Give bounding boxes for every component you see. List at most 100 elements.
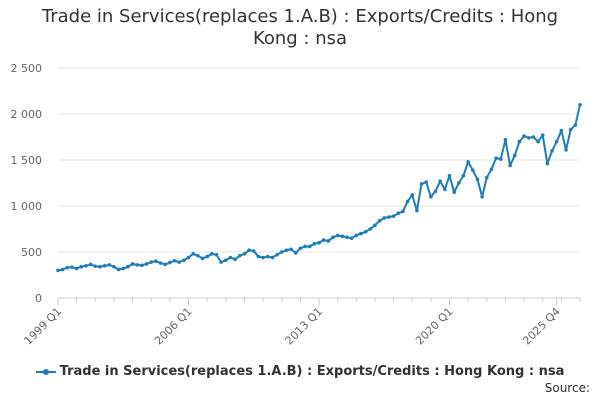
data-point — [196, 253, 200, 258]
data-point — [429, 195, 433, 199]
data-point — [233, 257, 237, 262]
chart-title: Trade in Services(replaces 1.A.B) : Expo… — [0, 6, 600, 50]
data-point — [298, 246, 303, 251]
data-point — [289, 247, 293, 252]
data-point — [210, 252, 214, 256]
data-point — [331, 235, 335, 240]
data-point — [424, 180, 428, 184]
data-point — [279, 250, 284, 254]
data-point — [149, 260, 154, 264]
legend-label: Trade in Services(replaces 1.A.B) : Expo… — [59, 364, 565, 379]
data-point — [461, 173, 466, 178]
data-point — [391, 214, 396, 218]
data-point — [433, 189, 438, 194]
data-point — [56, 268, 60, 273]
data-point — [144, 262, 149, 266]
data-point — [503, 137, 508, 142]
data-point — [522, 134, 526, 138]
data-point — [359, 231, 363, 236]
data-point — [79, 264, 84, 269]
y-tick-label: 2 500 — [11, 62, 43, 75]
data-point — [219, 260, 223, 264]
data-point — [349, 236, 354, 240]
data-point — [452, 190, 456, 194]
data-point — [484, 175, 489, 180]
data-point — [540, 133, 545, 137]
x-tick-label: 2020 Q1 — [413, 305, 456, 348]
data-point — [475, 177, 480, 182]
data-point — [466, 160, 470, 164]
data-point — [214, 252, 219, 257]
data-point — [251, 249, 256, 253]
data-point — [526, 136, 531, 140]
data-point — [158, 261, 163, 265]
data-point — [116, 267, 121, 272]
data-point — [568, 127, 573, 132]
data-point — [387, 215, 391, 219]
data-point — [191, 252, 195, 256]
data-point — [256, 254, 261, 259]
data-point — [326, 239, 331, 243]
data-point — [363, 229, 368, 234]
data-point — [228, 255, 233, 260]
y-tick-label: 0 — [35, 292, 42, 305]
data-point — [121, 266, 126, 271]
data-point — [102, 264, 107, 268]
data-point — [457, 181, 461, 185]
data-point — [438, 179, 442, 183]
data-point — [419, 182, 424, 186]
legend[interactable]: Trade in Services(replaces 1.A.B) : Expo… — [0, 364, 600, 379]
data-point — [168, 260, 172, 265]
data-point — [275, 252, 279, 257]
data-point — [489, 167, 494, 171]
data-point — [508, 163, 512, 168]
data-point — [265, 254, 270, 259]
x-tick-label: 2025 Q4 — [520, 305, 563, 348]
data-point — [242, 252, 247, 256]
y-tick-label: 2 000 — [11, 108, 43, 121]
y-tick-label: 500 — [21, 246, 42, 259]
data-point — [554, 139, 559, 144]
data-point — [98, 264, 102, 269]
data-point — [405, 199, 410, 204]
data-point — [340, 234, 345, 239]
data-point — [303, 244, 307, 249]
data-point — [237, 253, 242, 258]
data-point — [182, 258, 186, 263]
data-point — [84, 264, 88, 268]
data-point — [130, 262, 135, 266]
data-points — [56, 103, 582, 273]
data-point — [205, 254, 209, 259]
x-tick-label: 1999 Q1 — [22, 305, 65, 348]
data-point — [447, 173, 452, 178]
data-point — [270, 255, 275, 260]
legend-swatch — [35, 367, 56, 377]
data-point — [498, 157, 503, 161]
x-tick-label: 2006 Q1 — [152, 305, 195, 348]
y-tick-label: 1 500 — [11, 154, 43, 167]
data-point — [107, 263, 112, 267]
data-point — [93, 264, 98, 269]
data-point — [578, 103, 582, 107]
chart-title-line-2: Kong : nsa — [252, 28, 348, 49]
data-point — [112, 264, 116, 269]
data-point — [368, 227, 373, 231]
data-point — [564, 148, 568, 152]
data-point — [545, 161, 550, 166]
data-point — [140, 263, 144, 268]
data-point — [373, 223, 377, 228]
data-point — [335, 233, 340, 238]
data-point — [200, 256, 205, 261]
chart-title-line-1: Trade in Services(replaces 1.A.B) : Expo… — [41, 6, 559, 27]
data-point — [186, 255, 191, 260]
data-point — [65, 265, 70, 270]
source-label: Source: — [544, 381, 590, 395]
data-point — [382, 216, 387, 220]
x-tick-label: 2013 Q1 — [283, 305, 326, 348]
data-point — [494, 156, 498, 160]
data-point — [401, 209, 405, 214]
data-point — [177, 260, 181, 264]
data-point — [410, 193, 415, 197]
data-point — [345, 235, 349, 240]
